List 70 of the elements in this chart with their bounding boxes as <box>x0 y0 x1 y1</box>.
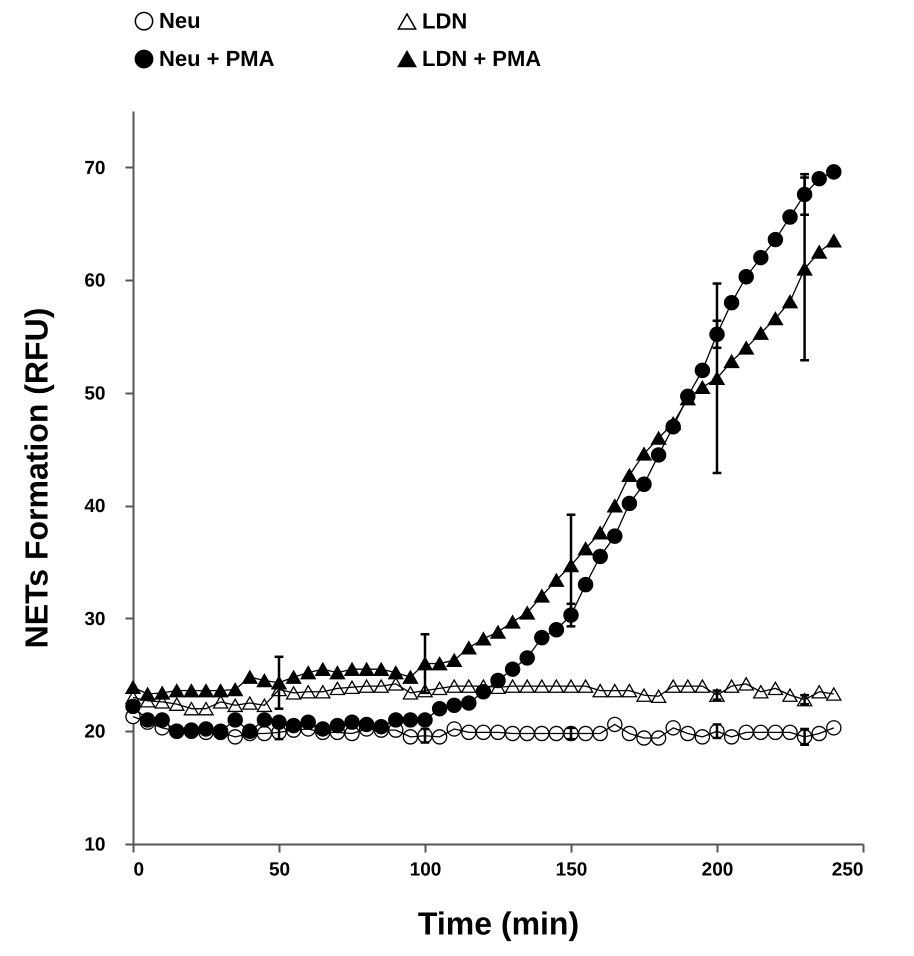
point <box>256 698 272 712</box>
point <box>227 698 243 712</box>
point <box>212 684 228 698</box>
point <box>402 686 418 700</box>
y-axis-title: NETs Formation (RFU) <box>18 308 54 648</box>
point <box>184 684 200 698</box>
point <box>504 662 520 677</box>
point <box>490 625 506 639</box>
point <box>227 682 243 696</box>
point <box>578 542 594 556</box>
legend-label: LDN <box>422 8 468 34</box>
x-tick-label: 200 <box>702 860 734 880</box>
point <box>753 326 769 340</box>
point <box>738 269 754 284</box>
x-tick-label: 150 <box>556 860 588 880</box>
point <box>125 698 141 714</box>
point <box>402 670 418 684</box>
point <box>446 653 462 667</box>
legend-label: LDN + PMA <box>422 46 542 71</box>
point <box>826 687 842 701</box>
x-tick-label: 0 <box>134 860 144 880</box>
point <box>198 684 214 698</box>
y-tick-label: 20 <box>84 722 106 743</box>
point <box>388 666 404 680</box>
point <box>256 674 272 688</box>
point <box>344 714 360 730</box>
point <box>169 684 185 698</box>
point <box>724 295 740 310</box>
point <box>402 712 418 728</box>
point <box>432 700 448 716</box>
point <box>753 684 769 699</box>
legend-label: Neu + PMA <box>159 46 275 71</box>
point <box>534 630 550 646</box>
legend-label: Neu <box>159 8 201 34</box>
point <box>826 234 842 248</box>
x-axis-title: Time (min) <box>418 906 580 942</box>
point <box>388 712 404 728</box>
point <box>373 662 389 676</box>
y-tick-label: 40 <box>84 496 106 518</box>
point <box>650 447 666 463</box>
point <box>519 650 535 666</box>
point <box>330 666 346 680</box>
point <box>300 666 316 680</box>
point <box>344 662 360 676</box>
y-tick-label: 60 <box>84 270 106 292</box>
point <box>286 670 302 684</box>
point <box>432 656 448 670</box>
point <box>417 712 433 728</box>
point <box>227 712 243 728</box>
point <box>622 496 638 512</box>
point <box>826 164 842 180</box>
point <box>461 695 477 711</box>
point <box>154 686 170 700</box>
point <box>753 250 769 266</box>
y-tick-label: 10 <box>84 834 106 856</box>
point <box>694 362 710 378</box>
y-tick-label: 50 <box>84 383 106 404</box>
point <box>315 662 331 676</box>
point <box>636 476 652 492</box>
point <box>650 690 666 704</box>
point <box>768 232 784 248</box>
y-tick-label: 70 <box>84 158 106 179</box>
x-tick-label: 100 <box>410 860 442 880</box>
point <box>811 170 827 186</box>
point <box>826 720 842 736</box>
point <box>125 680 141 694</box>
x-tick-label: 50 <box>268 860 290 880</box>
x-tick-label: 250 <box>832 860 864 880</box>
y-tick-label: 30 <box>84 608 106 630</box>
point <box>607 528 623 544</box>
